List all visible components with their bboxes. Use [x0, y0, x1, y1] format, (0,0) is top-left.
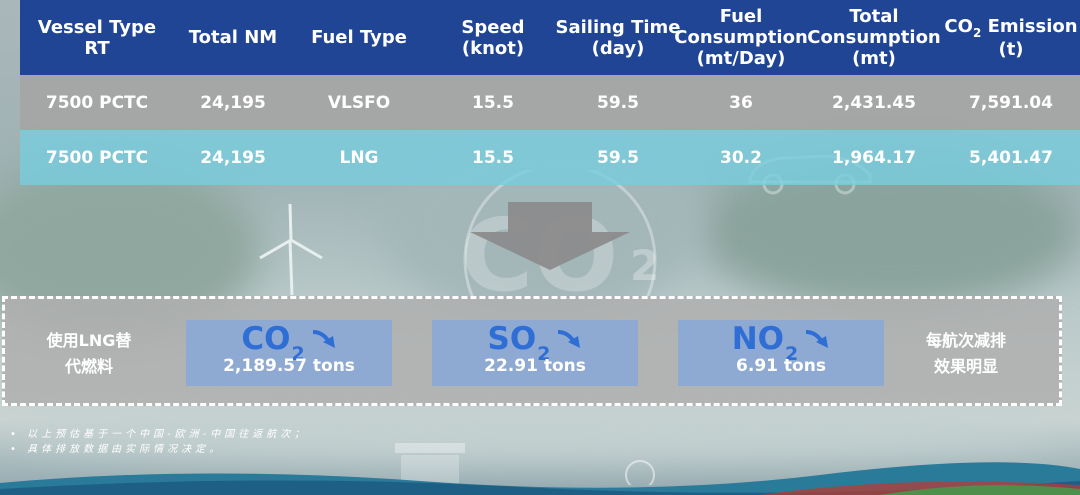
table-cell: 15.5 — [472, 92, 514, 113]
no2-reduction-value: 6.91 tons — [736, 356, 826, 376]
decrease-arrow-icon — [806, 330, 829, 348]
so2-reduction-box: SO 2 22.91 tons — [432, 320, 638, 386]
table-cell: 59.5 — [597, 147, 639, 168]
table-cell: 30.2 — [720, 147, 762, 168]
header-sailing-time: Sailing Time (day) — [555, 16, 681, 59]
reduction-effect-label: 每航次减排 效果明显 — [925, 331, 1006, 376]
table-cell: VLSFO — [327, 92, 391, 113]
table-cell: 36 — [729, 92, 753, 113]
table-row-lng: 7500 PCTC 24,195 LNG 15.5 59.5 30.2 1,96… — [20, 130, 1080, 185]
table-row-vlsfo: 7500 PCTC 24,195 VLSFO 15.5 59.5 36 2,43… — [20, 75, 1080, 130]
header-total-consumption: Total Consumption (mt) — [807, 6, 941, 69]
no2-formula: NO — [731, 321, 785, 357]
so2-reduction-value: 22.91 tons — [484, 356, 586, 376]
table-cell: 7,591.04 — [969, 92, 1053, 113]
footnote-line: • 以上预估基于一个中国-欧洲-中国往返航次； — [10, 429, 309, 440]
down-arrow-icon — [470, 202, 630, 270]
bottom-wave-decoration — [0, 462, 1080, 495]
co2-formula: CO — [241, 321, 291, 357]
footnotes: • 以上预估基于一个中国-欧洲-中国往返航次； • 具体排放数据由实际情况决定。 — [10, 427, 308, 457]
table-cell: 24,195 — [200, 147, 266, 168]
table-cell: 15.5 — [472, 147, 514, 168]
sun-icon — [625, 460, 655, 485]
table-cell: 24,195 — [200, 92, 266, 113]
header-fuel-consumption: Fuel Consumption (mt/Day) — [674, 6, 808, 69]
table-cell: 7500 PCTC — [45, 147, 149, 168]
emission-comparison-table: Vessel Type RT Total NM Fuel Type Speed (k… — [20, 0, 1080, 185]
header-speed: Speed (knot) — [461, 16, 525, 59]
header-total-nm: Total NM — [188, 27, 278, 48]
so2-formula: SO — [487, 321, 537, 357]
table-cell: 2,431.45 — [832, 92, 916, 113]
emission-reduction-panel: 使用LNG替 代燃料 CO 2 2,189.57 tons SO 2 22.91 t… — [2, 296, 1062, 406]
table-cell: 1,964.17 — [832, 147, 916, 168]
wind-turbine-icon — [259, 203, 323, 295]
no2-reduction-box: NO 2 6.91 tons — [678, 320, 884, 386]
table-cell: LNG — [339, 147, 379, 168]
table-cell: 7500 PCTC — [45, 92, 149, 113]
header-co2-emission: CO2 Emission (t) — [944, 15, 1078, 60]
table-cell: 59.5 — [597, 92, 639, 113]
table-header: Vessel Type RT Total NM Fuel Type Speed (k… — [20, 0, 1080, 75]
decrease-arrow-icon — [312, 330, 335, 348]
footnote-line: • 具体排放数据由实际情况决定。 — [10, 444, 224, 455]
lng-substitution-label: 使用LNG替 代燃料 — [46, 331, 132, 376]
header-vessel-type: Vessel Type RT — [37, 16, 157, 59]
co2-reduction-box: CO 2 2,189.57 tons — [186, 320, 392, 386]
header-fuel-type: Fuel Type — [311, 27, 407, 48]
decrease-arrow-icon — [558, 330, 581, 348]
co2-reduction-value: 2,189.57 tons — [223, 356, 355, 376]
table-cell: 5,401.47 — [969, 147, 1053, 168]
svg-text:2: 2 — [630, 241, 659, 290]
